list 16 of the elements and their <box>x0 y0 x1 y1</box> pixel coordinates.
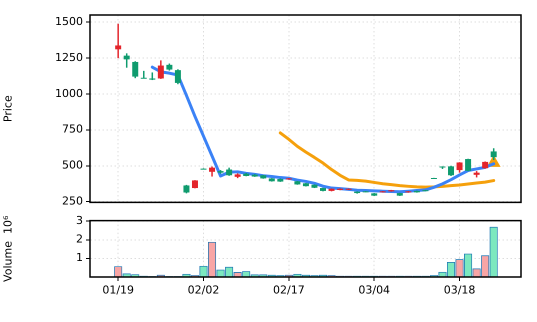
y-tick-label: 250 <box>62 194 83 208</box>
x-tick-label: 02/17 <box>273 283 305 296</box>
y-tick-label: 1 <box>76 251 83 264</box>
x-tick-label: 03/18 <box>444 283 476 296</box>
y-tick-label: 1500 <box>55 15 83 28</box>
y-tick-label: 1000 <box>55 86 83 100</box>
x-tick-label: 01/19 <box>102 283 134 296</box>
y-tick-label: 500 <box>62 158 83 172</box>
x-tick-label: 02/02 <box>188 283 220 296</box>
y-tick-label: 1250 <box>55 50 83 64</box>
y-tick-label: 2 <box>76 232 83 246</box>
y-tick-label: 750 <box>62 122 83 136</box>
y-tick-label: 3 <box>76 214 83 228</box>
x-tick-label: 03/04 <box>358 283 390 296</box>
y-axis-title: Price <box>1 95 14 122</box>
y-axis-title: Volume 10⁶ <box>1 215 14 282</box>
